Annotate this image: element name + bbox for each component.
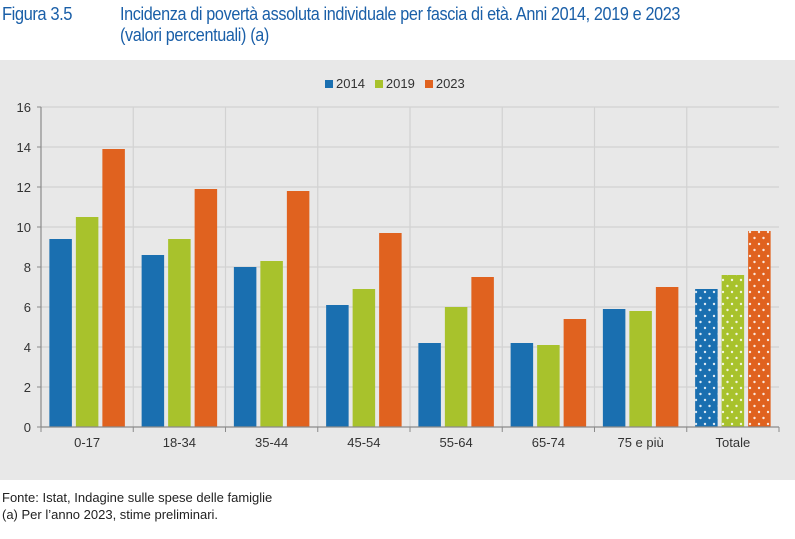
bar-2014-45-54 (326, 305, 349, 427)
bar-2019-75-e-più (629, 311, 652, 427)
legend-label-2023: 2023 (435, 76, 465, 91)
y-tick-label: 0 (24, 420, 31, 435)
bar-2023-35-44 (286, 191, 310, 427)
bar-2014-55-64 (418, 343, 441, 427)
y-tick-label: 6 (24, 300, 31, 315)
bar-pattern-2023-totale (748, 231, 771, 427)
x-tick-label: 55-64 (440, 435, 473, 450)
y-tick-label: 16 (17, 100, 31, 115)
bar-2019-0-17 (75, 217, 99, 427)
bar-2023-65-74 (563, 319, 587, 427)
bar-2014-18-34 (141, 255, 165, 427)
bar-2014-0-17 (49, 239, 72, 427)
bar-2019-55-64 (444, 307, 468, 427)
chart-title-line2: (valori percentuali) (a) (120, 25, 269, 45)
legend-label-2019: 2019 (385, 76, 415, 91)
legend-label-2014: 2014 (336, 76, 365, 91)
bar-2019-45-54 (352, 289, 376, 427)
y-tick-label: 2 (24, 380, 31, 395)
bar-pattern-2019-totale (721, 275, 745, 427)
bar-2023-75-e-più (655, 287, 679, 427)
footnote: (a) Per l’anno 2023, stime preliminari. (2, 507, 219, 522)
y-tick-label: 10 (17, 220, 31, 235)
bar-2023-0-17 (102, 149, 125, 427)
y-tick-label: 12 (17, 180, 31, 195)
bar-2014-35-44 (233, 267, 257, 427)
legend-swatch-2019 (374, 79, 383, 88)
x-tick-label: 75 e più (617, 435, 663, 450)
bar-2019-35-44 (260, 261, 283, 427)
legend-swatch-2014 (325, 79, 333, 88)
x-tick-label: Totale (716, 435, 751, 450)
y-tick-label: 8 (24, 260, 31, 275)
legend-item-2019: 2019 (374, 76, 415, 91)
bar-2023-18-34 (194, 189, 218, 427)
legend-item-2014: 2014 (325, 76, 365, 91)
x-tick-label: 65-74 (532, 435, 565, 450)
chart-title-line1: Incidenza di povertà assoluta individual… (120, 4, 681, 24)
bar-2019-18-34 (168, 239, 191, 427)
bar-2014-75-e-più (602, 309, 626, 427)
source-note: Fonte: Istat, Indagine sulle spese delle… (2, 490, 273, 505)
bar-2023-45-54 (379, 233, 402, 427)
bar-2023-55-64 (471, 277, 494, 427)
bar-pattern-2014-totale (695, 289, 718, 427)
y-tick-label: 4 (24, 340, 31, 355)
x-tick-label: 45-54 (347, 435, 380, 450)
legend: 2014 2019 2023 (325, 76, 465, 91)
bar-2014-65-74 (510, 343, 534, 427)
y-tick-label: 14 (17, 140, 31, 155)
legend-swatch-2023 (424, 79, 433, 88)
x-tick-label: 0-17 (74, 435, 100, 450)
bar-chart: 0 2 4 6 8 10 12 14 16 0-17 18-34 35-44 45-54 55-64 65-… (17, 100, 780, 450)
x-tick-label: 18-34 (163, 435, 196, 450)
bar-2019-65-74 (537, 345, 560, 427)
chart-title: Incidenza di povertà assoluta individual… (120, 4, 680, 46)
legend-item-2023: 2023 (424, 76, 465, 91)
figure-label: Figura 3.5 (2, 4, 72, 24)
x-tick-label: 35-44 (255, 435, 288, 450)
